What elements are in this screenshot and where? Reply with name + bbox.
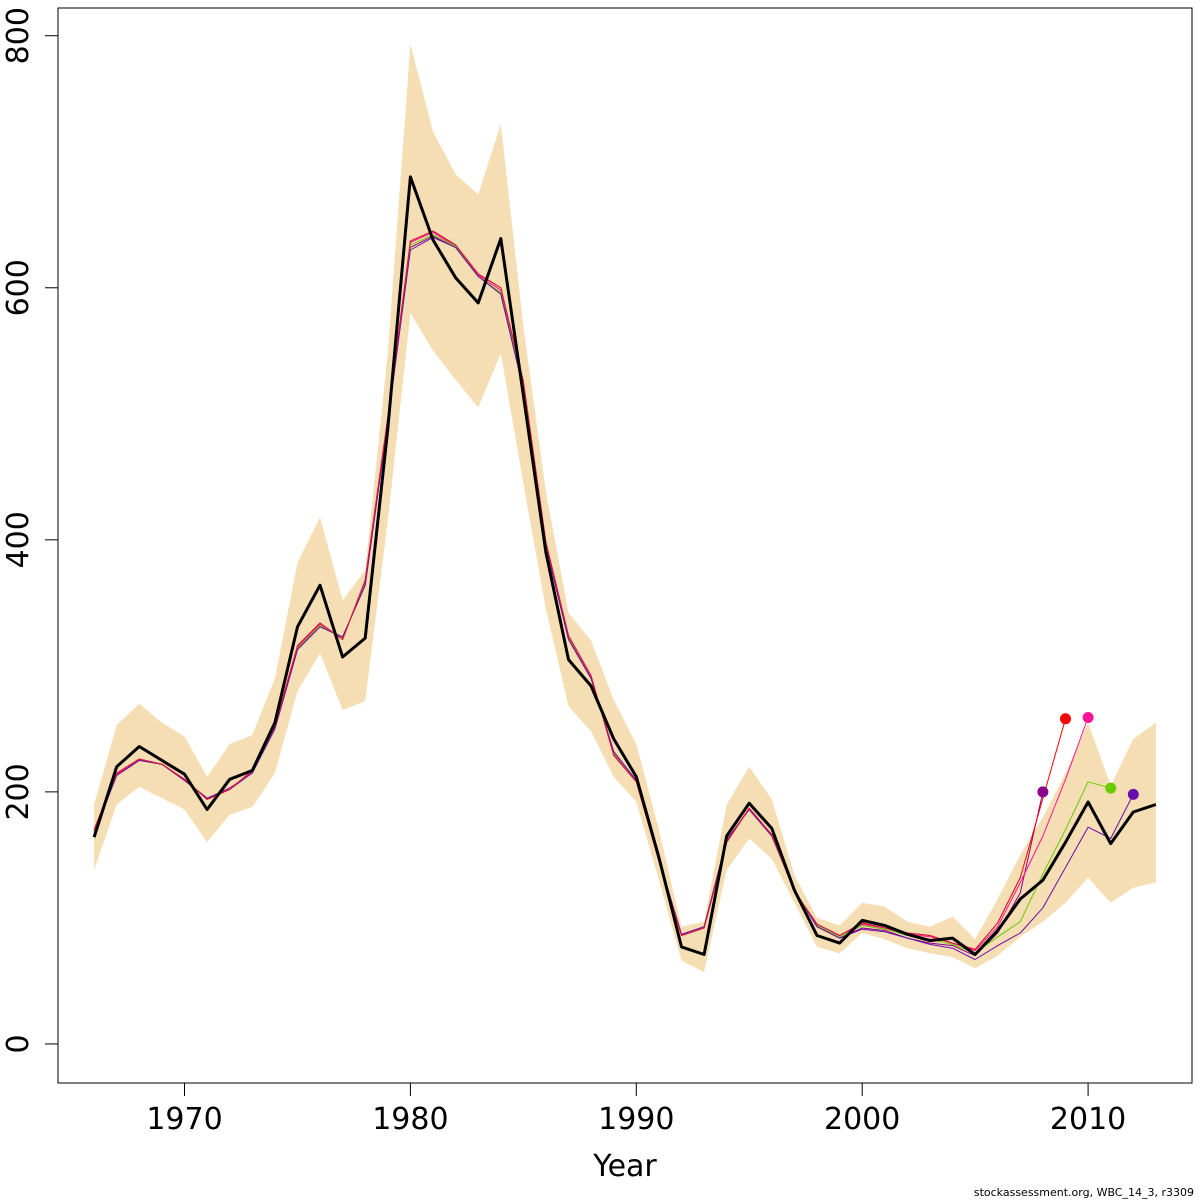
confidence-band xyxy=(94,44,1156,973)
endpoint-2009 xyxy=(1060,713,1071,725)
x-axis: 1970 1980 1990 2000 2010 xyxy=(146,1082,1126,1137)
y-tick-label: 600 xyxy=(1,259,36,316)
confidence-band-layer xyxy=(94,44,1156,973)
series-line-retro-2013 xyxy=(93,230,1021,950)
series-line-estimate xyxy=(92,175,1157,956)
x-tick-label: 2000 xyxy=(824,1102,900,1137)
series-layer xyxy=(92,175,1157,960)
caption: stockassessment.org, WBC_14_3, r3309 xyxy=(974,1186,1194,1199)
endpoint-2010 xyxy=(1082,712,1094,723)
x-tick-label: 1980 xyxy=(372,1102,448,1137)
y-tick-label: 0 xyxy=(1,1034,36,1053)
series-line-retro-2012 xyxy=(93,236,1134,960)
x-tick-label: 2010 xyxy=(1050,1102,1126,1137)
endpoints-layer xyxy=(1037,712,1139,800)
x-tick-label: 1970 xyxy=(146,1102,222,1137)
y-tick-label: 800 xyxy=(1,7,36,64)
y-tick-label: 200 xyxy=(1,763,36,820)
y-axis: 0 200 400 600 800 xyxy=(1,7,59,1053)
y-tick-label: 400 xyxy=(1,511,36,568)
endpoint-2011 xyxy=(1105,782,1117,794)
endpoint-2012 xyxy=(1127,788,1139,800)
x-tick-label: 1990 xyxy=(598,1102,674,1137)
endpoint-2008 xyxy=(1037,786,1049,798)
x-axis-title: Year xyxy=(592,1149,657,1184)
